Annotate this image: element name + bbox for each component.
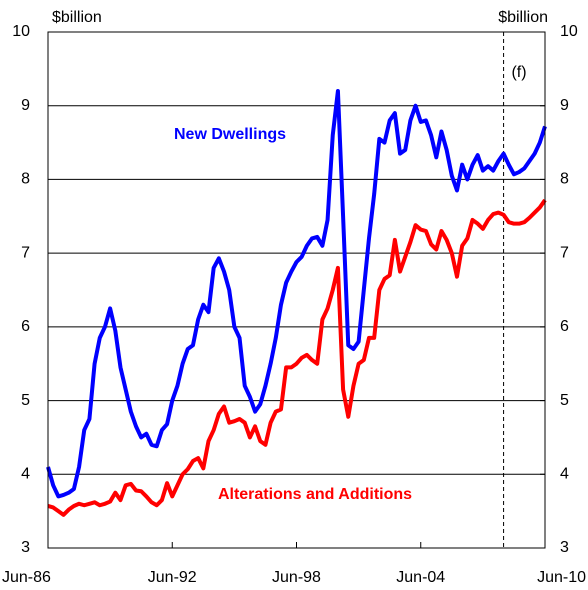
y-tick-label: 9 [21,97,30,114]
y2-tick-label: 8 [560,171,569,188]
y-tick-label: 5 [21,392,30,409]
y-unit-left: $billion [52,9,102,26]
series-label: New Dwellings [174,126,286,143]
y2-tick-label: 6 [560,318,569,335]
y-tick-label: 3 [21,539,30,556]
forecast-label: (f) [511,64,526,81]
y-unit-right: $billion [498,9,548,26]
series-line [47,198,547,517]
y2-tick-label: 4 [560,466,569,483]
x-tick-label: Jun-98 [272,569,321,586]
y2-tick-label: 10 [560,23,578,40]
y-tick-label: 10 [12,23,30,40]
series-line [46,88,547,499]
y2-tick-label: 5 [560,392,569,409]
series-label: Alterations and Additions [218,486,412,503]
y2-tick-label: 3 [560,539,569,556]
x-tick-label: Jun-92 [148,569,197,586]
y-tick-label: 7 [21,244,30,261]
x-tick-label: Jun-10 [537,569,586,586]
x-tick-label: Jun-86 [2,569,51,586]
y2-tick-label: 7 [560,244,569,261]
x-tick-label: Jun-04 [396,569,445,586]
y-tick-label: 8 [21,171,30,188]
plot-frame [47,31,546,549]
y-tick-label: 6 [21,318,30,335]
y-tick-label: 4 [21,466,30,483]
y2-tick-label: 9 [560,97,569,114]
